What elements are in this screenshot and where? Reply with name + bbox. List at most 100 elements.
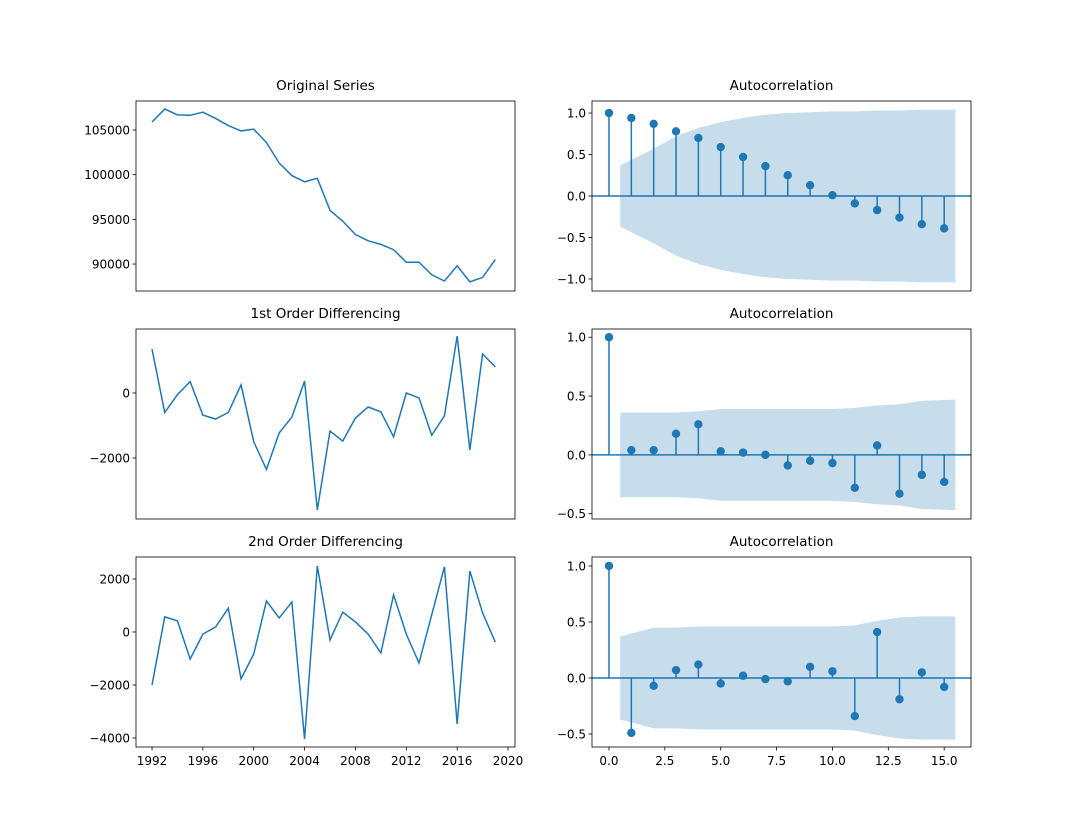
y-tick-label: 1.0 [567, 107, 586, 121]
stem-marker [872, 441, 882, 450]
axes-frame [135, 100, 516, 292]
stem-marker [850, 199, 859, 208]
y-tick-label: −0.5 [557, 507, 586, 521]
stem-marker [716, 679, 725, 688]
x-tick-label: 7.5 [767, 754, 786, 768]
y-tick-label: 0 [122, 625, 130, 639]
y-tick-label: −0.5 [557, 728, 586, 742]
stem-marker [627, 728, 636, 738]
stem-marker [783, 677, 792, 686]
subplot-title: Autocorrelation [730, 306, 834, 322]
series-line [151, 565, 496, 740]
stem-marker [939, 224, 949, 233]
axes-frame [135, 556, 516, 748]
subplot: Autocorrelation −0.5 0.0 0.5 1.0 [557, 306, 972, 521]
y-tick-label: −4000 [89, 731, 130, 745]
stem-marker [828, 458, 837, 468]
stem-marker [939, 477, 949, 487]
stem-marker [627, 113, 636, 123]
stem-marker [805, 181, 815, 190]
series-line [151, 336, 496, 511]
x-tick-label: 12.5 [875, 754, 902, 768]
x-tick-label: 2.5 [655, 754, 674, 768]
axes-frame [591, 556, 972, 748]
x-tick-label: 2008 [340, 754, 371, 768]
stem-marker [761, 450, 770, 460]
series-line [151, 108, 496, 283]
stem-marker [604, 108, 614, 118]
x-tick-label: 2012 [391, 754, 422, 768]
stem-marker [738, 152, 748, 162]
stem-marker [917, 668, 927, 677]
y-tick-label: 0.0 [567, 671, 586, 685]
stem-marker [694, 133, 703, 143]
subplot-title: 2nd Order Differencing [248, 534, 403, 550]
y-tick-label: 0.5 [567, 615, 586, 629]
stem-marker [939, 682, 949, 692]
y-tick-label: 0.0 [567, 448, 586, 462]
stem-marker [738, 671, 748, 680]
stem-marker [872, 627, 882, 637]
axes-frame [591, 100, 972, 292]
stem-marker [917, 470, 927, 480]
axes-frame [135, 328, 516, 520]
y-tick-label: 0.5 [567, 390, 586, 404]
subplot: Autocorrelation −0.5 0.0 0.5 1.0 0.0 2.5 5.0 7.5… [557, 534, 972, 768]
x-tick-label: 10.0 [819, 754, 846, 768]
stem-marker [895, 695, 904, 704]
subplot-title: Autocorrelation [730, 534, 834, 550]
x-tick-label: 2020 [493, 754, 524, 768]
y-tick-label: −2000 [89, 452, 130, 466]
y-tick-label: 90000 [92, 258, 130, 272]
stem-marker [604, 333, 614, 342]
y-tick-label: 0 [122, 387, 130, 401]
stem-marker [671, 127, 681, 136]
stem-marker [872, 205, 882, 215]
y-tick-label: 105000 [84, 124, 130, 138]
stem-marker [805, 456, 815, 465]
stem-marker [604, 561, 614, 571]
x-tick-label: 2000 [238, 754, 269, 768]
stem-marker [649, 445, 658, 455]
y-tick-label: 95000 [92, 213, 130, 227]
x-tick-label: 0.0 [599, 754, 618, 768]
stem-marker [828, 667, 837, 676]
x-tick-label: 1996 [188, 754, 219, 768]
x-tick-label: 1992 [137, 754, 168, 768]
stem-marker [850, 483, 859, 493]
subplot: Original Series 90000 95000 100000 105000 [84, 78, 516, 292]
y-tick-label: 0.0 [567, 190, 586, 204]
stem-marker [761, 161, 770, 171]
stem-marker [716, 142, 725, 152]
y-tick-label: 1.0 [567, 331, 586, 345]
y-tick-label: −1.0 [557, 272, 586, 286]
stem-marker [716, 447, 725, 456]
stem-marker [649, 681, 658, 691]
stem-marker [895, 213, 904, 222]
stem-marker [694, 660, 703, 669]
stem-marker [783, 461, 792, 470]
stem-marker [694, 420, 703, 429]
stem-marker [671, 665, 681, 675]
stem-marker [761, 674, 770, 684]
stem-marker [895, 489, 904, 498]
x-tick-label: 15.0 [931, 754, 958, 768]
subplot: 1st Order Differencing −2000 0 [89, 306, 516, 520]
axes-frame [591, 328, 972, 520]
y-tick-label: 2000 [99, 572, 130, 586]
y-tick-label: 100000 [84, 168, 130, 182]
stem-marker [850, 711, 859, 721]
stem-marker [805, 662, 815, 671]
y-tick-label: −0.5 [557, 231, 586, 245]
stem-marker [671, 429, 681, 438]
stem-marker [828, 190, 837, 200]
stem-marker [783, 171, 792, 180]
stem-marker [738, 448, 748, 457]
subplot-title: 1st Order Differencing [250, 306, 400, 322]
subplot: Autocorrelation −1.0 −0.5 0.0 0.5 1.0 [557, 78, 972, 292]
stem-marker [627, 445, 636, 455]
subplot-title: Autocorrelation [730, 78, 834, 94]
stem-marker [649, 119, 658, 129]
y-tick-label: 1.0 [567, 559, 586, 573]
